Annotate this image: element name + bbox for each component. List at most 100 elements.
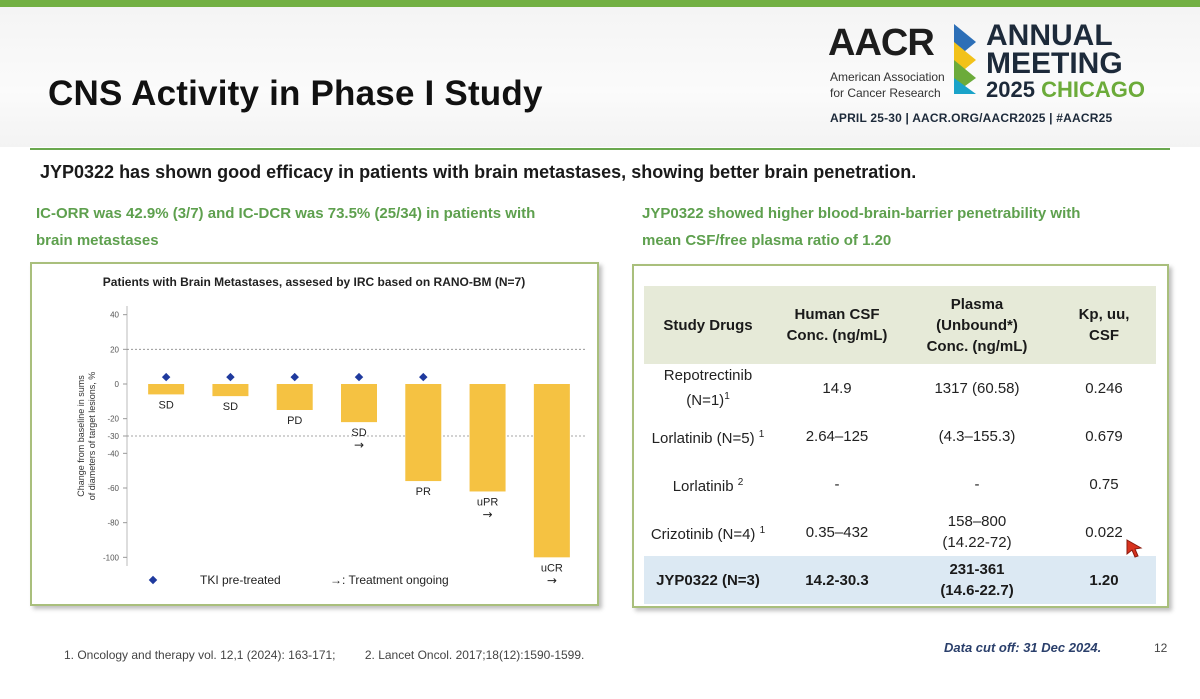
header-plasma-conc: Plasma (Unbound*) Conc. (ng/mL) <box>902 286 1052 364</box>
y-tick-label: -40 <box>107 449 119 458</box>
footnote-2: 2. Lancet Oncol. 2017;18(12):1590-1599. <box>364 648 585 662</box>
aacr-logo: AACR American Association for Cancer Res… <box>828 18 1168 130</box>
tki-marker <box>161 372 171 382</box>
cell-plasma: 158–800 (14.22-72) <box>942 513 1012 551</box>
bar <box>469 384 506 492</box>
table-row: JYP0322 (N=3) 14.2-30.3 231-361 (14.6-22.… <box>644 556 1156 604</box>
penetration-table: Study Drugs Human CSF Conc. (ng/mL) Plas… <box>644 286 1156 604</box>
left-subheading: IC-ORR was 42.9% (3/7) and IC-DCR was 73… <box>36 200 535 254</box>
right-subheading: JYP0322 showed higher blood-brain-barrie… <box>642 200 1080 254</box>
tki-marker <box>290 372 299 382</box>
meeting-line1: ANNUAL <box>986 19 1113 52</box>
reference-superscript: 1 <box>724 391 730 402</box>
drug-name: Lorlatinib (N=5) <box>651 429 755 447</box>
y-tick-label: 40 <box>110 311 119 320</box>
ongoing-arrow: → <box>354 438 364 452</box>
response-label: uPR <box>477 496 498 508</box>
legend-tki-marker <box>148 575 158 585</box>
y-tick-label: -30 <box>107 432 119 441</box>
bar <box>405 384 442 482</box>
legend-tki-label: TKI pre-treated <box>200 573 281 587</box>
cell-csf: 14.2-30.3 <box>772 556 902 604</box>
waterfall-chart-panel: Patients with Brain Metastases, assesed … <box>30 262 599 606</box>
right-subheading-line1: JYP0322 showed higher blood-brain-barrie… <box>642 205 1081 222</box>
response-label: SD <box>351 427 366 439</box>
table-row: Crizotinib (N=4) 1 0.35–432 158–800 (14.22… <box>644 508 1156 556</box>
tki-marker <box>226 372 235 382</box>
bar <box>212 384 249 397</box>
waterfall-chart: Patients with Brain Metastases, assesed … <box>76 275 587 587</box>
reference-superscript: 1 <box>759 524 766 536</box>
drug-name: JYP0322 (N=3) <box>656 571 760 589</box>
header-kp: Kp, uu, CSF <box>1052 286 1156 364</box>
bar <box>276 384 313 410</box>
cell-kp: 0.679 <box>1085 427 1123 445</box>
tki-marker <box>354 372 364 382</box>
meeting-city: CHICAGO <box>1041 77 1145 102</box>
bar <box>148 384 185 395</box>
drug-name: Crizotinib (N=4) <box>650 525 756 543</box>
y-tick-label: 0 <box>115 380 120 389</box>
page-number: 12 <box>1154 641 1168 655</box>
header-divider <box>30 148 1170 150</box>
drug-n: (N=1) <box>686 392 725 409</box>
y-tick-label: -100 <box>103 553 120 562</box>
table-row: Repotrectinib (N=1)1 14.9 1317 (60.58) 0.246 <box>644 364 1156 412</box>
y-tick-label: -80 <box>107 519 119 528</box>
drug-name: Lorlatinib <box>672 477 734 495</box>
penetration-table-panel: Study Drugs Human CSF Conc. (ng/mL) Plas… <box>632 264 1169 608</box>
header-band <box>0 7 1200 147</box>
y-axis-label-line2: of diameters of target lesions, % <box>87 372 97 501</box>
response-label: PR <box>416 486 431 498</box>
chart-title: Patients with Brain Metastases, assesed … <box>103 275 525 289</box>
y-tick-label: -60 <box>107 484 119 493</box>
drug-name: Repotrectinib <box>663 367 753 384</box>
y-tick-label: 20 <box>110 345 119 354</box>
mosaic-icon <box>954 24 976 94</box>
slide-title: CNS Activity in Phase I Study <box>48 74 543 113</box>
ongoing-arrow: → <box>483 507 493 521</box>
table-row: Lorlatinib 2 - - 0.75 <box>644 460 1156 508</box>
right-subheading-line2: mean CSF/free plasma ratio of 1.20 <box>642 232 892 249</box>
top-accent-bar <box>0 0 1200 7</box>
reference-superscript: 1 <box>758 428 765 440</box>
response-label: uCR <box>541 562 563 574</box>
table-header-row: Study Drugs Human CSF Conc. (ng/mL) Plas… <box>644 286 1156 364</box>
cell-drug: Crizotinib (N=4) 1 <box>644 508 772 556</box>
cell-csf: - <box>834 475 840 493</box>
tki-marker <box>419 372 428 382</box>
cell-drug: Lorlatinib (N=5) 1 <box>644 412 772 460</box>
header-study-drugs: Study Drugs <box>644 286 772 364</box>
meeting-year-city: 2025 CHICAGO <box>986 78 1145 102</box>
reference-superscript: 2 <box>737 476 744 488</box>
cell-kp: 0.022 <box>1085 523 1123 541</box>
bar <box>341 384 377 423</box>
data-cutoff: Data cut off: 31 Dec 2024. <box>944 640 1102 655</box>
cell-drug: JYP0322 (N=3) <box>644 556 772 604</box>
meeting-line2: MEETING <box>986 47 1123 80</box>
cell-plasma: - <box>974 475 980 493</box>
footnotes: 1. Oncology and therapy vol. 12,1 (2024)… <box>64 648 610 662</box>
left-subheading-line1: IC-ORR was 42.9% (3/7) and IC-DCR was 73… <box>36 205 536 222</box>
ongoing-arrow: → <box>547 573 557 587</box>
legend-ongoing-label: →: Treatment ongoing <box>330 573 449 587</box>
cell-drug: Repotrectinib (N=1)1 <box>644 364 772 412</box>
response-label: SD <box>223 401 238 413</box>
cell-plasma: 231-361 (14.6-22.7) <box>902 556 1052 604</box>
bar <box>533 384 570 558</box>
y-tick-label: -20 <box>107 415 119 424</box>
table-row: Lorlatinib (N=5) 1 2.64–125 (4.3–155.3) 0.6… <box>644 412 1156 460</box>
response-label: PD <box>287 415 302 427</box>
cell-csf: 14.9 <box>822 379 852 397</box>
aacr-org-line1: American Association <box>830 70 945 84</box>
cell-csf: 0.35–432 <box>805 523 869 541</box>
meeting-year: 2025 <box>986 77 1035 102</box>
headline: JYP0322 has shown good efficacy in patie… <box>40 162 917 182</box>
header-csf-conc: Human CSF Conc. (ng/mL) <box>772 286 902 364</box>
cell-plasma: (4.3–155.3) <box>938 427 1016 445</box>
y-axis-label-line1: Change from baseline in sums <box>76 375 86 497</box>
pointer-cursor-icon <box>1126 539 1143 558</box>
meeting-info: APRIL 25-30 | AACR.ORG/AACR2025 | #AACR2… <box>830 111 1113 125</box>
cell-plasma: 1317 (60.58) <box>934 379 1020 397</box>
aacr-org-line2: for Cancer Research <box>830 86 941 100</box>
